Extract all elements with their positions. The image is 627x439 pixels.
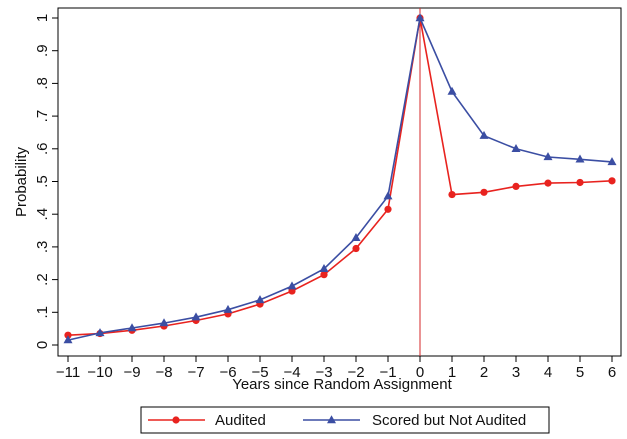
series-line-1: [67, 15, 613, 341]
series-0-point-13: [480, 188, 488, 196]
legend-label-scored: Scored but Not Audited: [372, 412, 526, 429]
x-tick-label-11: 0: [416, 364, 424, 381]
x-tick-label-17: 6: [608, 364, 616, 381]
series-1-point-13: [479, 130, 489, 139]
x-tick-label-0: −11: [56, 364, 80, 381]
y-axis-title: Probability: [13, 146, 30, 217]
plot-frame: [57, 7, 622, 357]
series-1-point-7: [287, 281, 297, 290]
series-0-point-17: [608, 177, 616, 185]
y-tick-label-8: .8: [34, 77, 51, 90]
series-1-point-16: [575, 154, 585, 163]
y-tick-label-1: .1: [34, 306, 51, 319]
y-tick-label-2: .2: [34, 273, 51, 286]
series-1-point-3: [159, 318, 169, 327]
legend-swatch-marker-audited: [172, 416, 180, 424]
y-tick-label-0: 0: [34, 341, 51, 349]
series-layer: [63, 13, 617, 344]
y-tick-label-4: .4: [34, 208, 51, 221]
x-tick-label-8: −3: [315, 364, 332, 381]
series-1-point-2: [127, 323, 137, 332]
series-0-point-14: [512, 182, 520, 191]
series-1-point-9: [351, 232, 361, 241]
series-0: [64, 14, 616, 339]
x-tick-label-3: −8: [155, 364, 172, 381]
series-0-point-0: [64, 331, 72, 339]
y-tick-label-6: .6: [34, 143, 51, 156]
x-tick-label-14: 3: [512, 364, 520, 381]
x-tick-label-4: −7: [187, 364, 204, 381]
x-tick-label-12: 1: [448, 364, 456, 381]
y-tick-label-3: .3: [34, 241, 51, 254]
series-0-point-9: [352, 244, 360, 253]
series-0-point-15: [544, 179, 552, 187]
series-1-point-4: [191, 312, 201, 321]
series-0-point-10: [384, 205, 392, 213]
series-0-point-16: [576, 178, 584, 187]
legend-swatch-marker-scored: [327, 415, 336, 424]
y-axis: 0 .1 .2 .3 .4 .5 .6 .7 .8 .9 1: [34, 14, 58, 349]
plot-border: [57, 7, 622, 357]
x-tick-label-15: 4: [544, 364, 552, 381]
y-tick-label-5: .5: [34, 175, 51, 188]
x-tick-label-13: 2: [480, 364, 488, 381]
legend-label-audited: Audited: [215, 412, 266, 429]
series-1-point-6: [255, 295, 265, 304]
x-tick-label-6: −5: [251, 364, 268, 381]
x-axis-title: Years since Random Assignment: [232, 376, 452, 393]
series-0-point-8: [320, 271, 328, 279]
series-1-point-12: [447, 86, 457, 95]
series-line-0: [67, 17, 613, 336]
series-1-point-11: [415, 13, 425, 22]
legend: Audited Scored but Not Audited: [140, 406, 550, 434]
series-1-point-10: [383, 191, 393, 200]
series-1-point-8: [319, 264, 329, 273]
x-tick-label-1: −10: [87, 364, 112, 381]
x-tick-label-5: −6: [219, 364, 236, 381]
x-tick-label-7: −4: [283, 364, 300, 381]
x-axis: −11 −10 −9 −8 −7 −6 −5 −4 −3 −2 −1 0 1 2 3 4 5 6: [56, 356, 616, 381]
x-tick-label-16: 5: [576, 364, 584, 381]
series-1-point-1: [95, 328, 105, 337]
y-tick-label-7: .7: [34, 110, 51, 123]
x-tick-label-9: −2: [347, 364, 364, 381]
series-1-point-14: [511, 144, 521, 152]
series-1-point-0: [63, 335, 73, 344]
series-1-point-5: [223, 304, 233, 313]
y-tick-label-10: 1: [34, 14, 51, 22]
x-tick-label-10: −1: [379, 364, 396, 381]
x-tick-label-2: −9: [123, 364, 140, 381]
series-1: [63, 13, 617, 344]
y-tick-label-9: .9: [34, 44, 51, 57]
series-1-point-15: [543, 152, 553, 161]
series-0-point-12: [448, 190, 456, 199]
series-1-point-17: [607, 157, 617, 166]
